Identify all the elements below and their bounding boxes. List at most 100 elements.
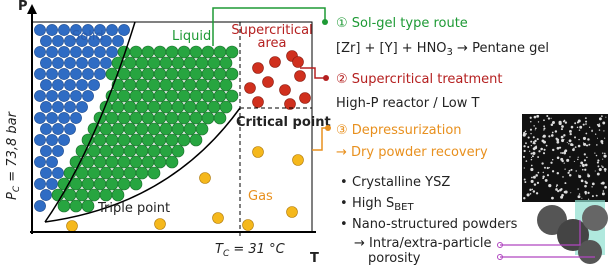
connector-dot bbox=[323, 75, 329, 81]
solid-particle bbox=[58, 90, 69, 101]
liquid-particle bbox=[88, 145, 100, 157]
gas-particle bbox=[243, 220, 254, 231]
speck bbox=[568, 143, 569, 144]
liquid-particle bbox=[196, 57, 208, 69]
speck bbox=[532, 155, 534, 157]
liquid-particle bbox=[184, 101, 196, 113]
supercritical-label: area bbox=[258, 36, 287, 51]
liquid-particle bbox=[124, 145, 136, 157]
solid-particle bbox=[46, 46, 57, 57]
sem-image bbox=[522, 114, 608, 202]
solid-particle bbox=[100, 57, 111, 68]
liquid-particle bbox=[226, 46, 238, 58]
speck bbox=[577, 127, 578, 128]
liquid-particle bbox=[178, 112, 190, 124]
speck bbox=[531, 180, 534, 183]
y-label: P bbox=[18, 0, 28, 14]
speck bbox=[561, 160, 563, 162]
liquid-particle bbox=[106, 112, 118, 124]
solid-particle bbox=[82, 68, 93, 79]
speck bbox=[547, 167, 549, 169]
speck bbox=[533, 190, 535, 192]
triple-point-label: Triple point bbox=[97, 201, 170, 216]
speck bbox=[538, 150, 540, 152]
solid-particle bbox=[34, 46, 45, 57]
speck bbox=[599, 117, 602, 120]
solid-particle bbox=[94, 46, 105, 57]
solid-particle bbox=[34, 200, 45, 211]
liquid-label: Liquid bbox=[172, 29, 211, 44]
speck bbox=[565, 121, 567, 123]
pc-label: PC = 73,8 bar bbox=[5, 110, 22, 200]
liquid-particle bbox=[130, 156, 142, 168]
liquid-particle bbox=[214, 68, 226, 80]
result: porosity bbox=[368, 251, 421, 265]
liquid-particle bbox=[172, 79, 184, 91]
speck bbox=[570, 143, 573, 146]
speck bbox=[587, 174, 590, 177]
speck bbox=[564, 149, 567, 152]
speck bbox=[543, 152, 545, 154]
liquid-particle bbox=[154, 90, 166, 102]
solid-particle bbox=[46, 90, 57, 101]
step-detail: [Zr] + [Y] + HNO3 → Pentane gel bbox=[336, 41, 549, 58]
speck bbox=[537, 182, 539, 184]
gas-particle bbox=[67, 221, 78, 232]
speck bbox=[530, 121, 531, 122]
liquid-particle bbox=[172, 101, 184, 113]
speck bbox=[556, 186, 557, 187]
gas-particle bbox=[200, 173, 211, 184]
result: High SBET bbox=[352, 196, 414, 213]
speck bbox=[577, 188, 579, 190]
speck bbox=[578, 195, 581, 198]
liquid-particle bbox=[148, 123, 160, 135]
speck bbox=[585, 182, 588, 185]
speck bbox=[538, 121, 539, 122]
solid-label: Solid bbox=[72, 29, 104, 44]
speck bbox=[577, 159, 578, 160]
solid-particle bbox=[52, 79, 63, 90]
liquid-particle bbox=[100, 189, 112, 201]
speck bbox=[551, 197, 554, 200]
solid-particle bbox=[40, 167, 51, 178]
speck bbox=[561, 136, 564, 139]
supercritical-particle bbox=[245, 83, 256, 94]
solid-particle bbox=[34, 134, 45, 145]
liquid-particle bbox=[148, 145, 160, 157]
speck bbox=[604, 153, 606, 155]
speck bbox=[556, 184, 558, 186]
result: Nano-structured powders bbox=[352, 217, 518, 232]
liquid-particle bbox=[166, 156, 178, 168]
solid-particle bbox=[64, 79, 75, 90]
speck bbox=[595, 134, 596, 135]
gas-particle bbox=[155, 219, 166, 230]
speck bbox=[564, 182, 566, 184]
liquid-particle bbox=[226, 68, 238, 80]
liquid-particle bbox=[88, 189, 100, 201]
liquid-particle bbox=[100, 123, 112, 135]
speck bbox=[597, 165, 599, 167]
liquid-particle bbox=[118, 90, 130, 102]
liquid-particle bbox=[76, 189, 88, 201]
liquid-particle bbox=[136, 123, 148, 135]
speck bbox=[566, 159, 569, 162]
solid-particle bbox=[88, 57, 99, 68]
liquid-particle bbox=[142, 112, 154, 124]
liquid-particle bbox=[148, 167, 160, 179]
liquid-particle bbox=[82, 156, 94, 168]
solid-particle bbox=[40, 123, 51, 134]
liquid-particle bbox=[58, 200, 70, 212]
speck bbox=[561, 188, 562, 189]
liquid-particle bbox=[88, 167, 100, 179]
speck bbox=[564, 152, 566, 154]
supercritical-particle bbox=[300, 93, 311, 104]
speck bbox=[559, 121, 562, 124]
liquid-particle bbox=[136, 79, 148, 91]
speck bbox=[592, 195, 594, 197]
liquid-particle bbox=[160, 123, 172, 135]
speck bbox=[524, 167, 525, 168]
liquid-particle bbox=[220, 57, 232, 69]
speck bbox=[547, 174, 549, 176]
solid-particle bbox=[40, 189, 51, 200]
speck bbox=[597, 138, 598, 139]
